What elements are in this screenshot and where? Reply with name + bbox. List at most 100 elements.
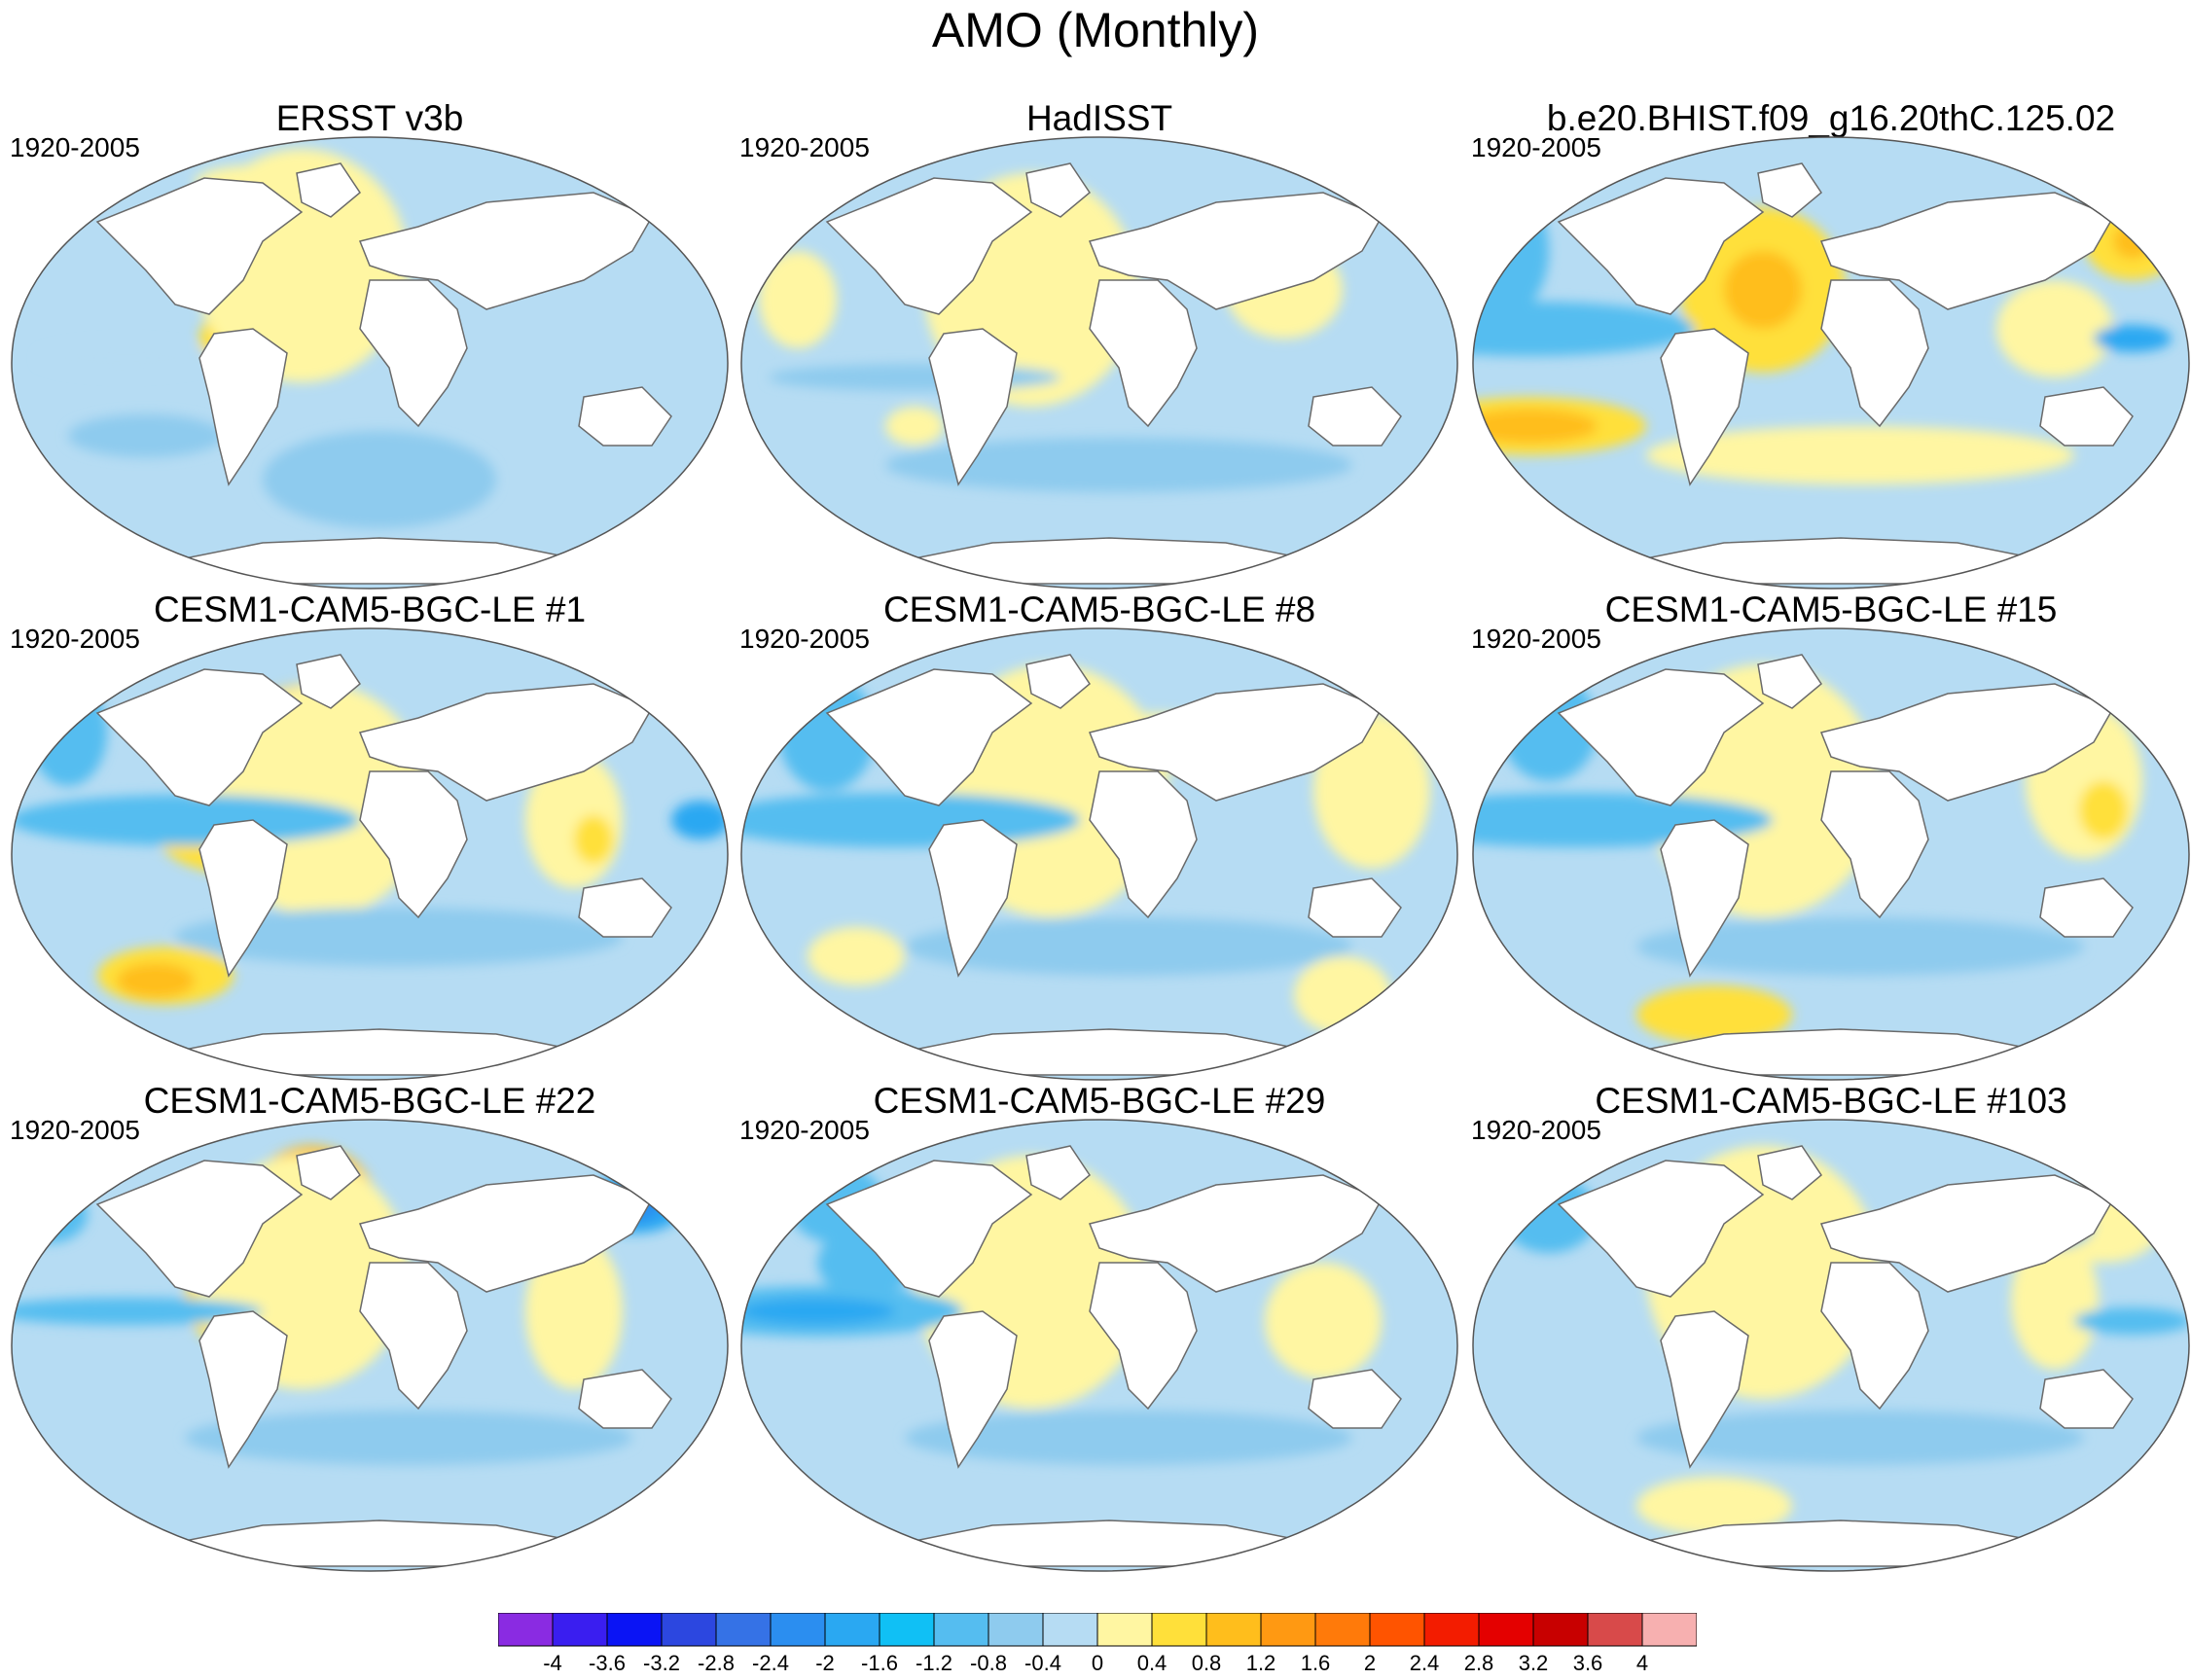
colorbar-tick-label: 0.4 (1136, 1651, 1167, 1675)
panel-title: CESM1-CAM5-BGC-LE #8 (882, 590, 1316, 629)
continent (1757, 654, 1822, 709)
anomaly-region (671, 801, 728, 840)
panel-period: 1920-2005 (739, 132, 870, 162)
map-panel: CESM1-CAM5-BGC-LE #29 1920-2005 (739, 1080, 1459, 1572)
colorbar-swatch (606, 1613, 663, 1647)
map-border (1472, 627, 2190, 1081)
continent (1308, 877, 1402, 938)
continent (2039, 877, 2134, 938)
continent (1820, 279, 1929, 428)
panel-period: 1920-2005 (10, 624, 140, 654)
continent (1308, 1369, 1402, 1429)
colorbar-swatch (1478, 1613, 1534, 1647)
continent (1025, 654, 1091, 709)
continent (1820, 1262, 1929, 1411)
continent (198, 328, 288, 486)
colorbar-tick-label: -1.2 (916, 1651, 952, 1675)
world-map (740, 627, 1458, 1081)
continent (1088, 1174, 1383, 1293)
colorbar-swatch (1369, 1613, 1425, 1647)
panel-period: 1920-2005 (739, 1115, 870, 1145)
continent (928, 819, 1018, 978)
continent (1757, 1145, 1822, 1200)
world-map (740, 136, 1458, 590)
continent (296, 162, 361, 218)
continent (825, 668, 1033, 806)
continent (1557, 1160, 1765, 1298)
panel-period: 1920-2005 (1471, 132, 1601, 162)
world-map (11, 136, 729, 590)
colorbar-tick-label: 3.2 (1518, 1651, 1549, 1675)
panel-title: b.e20.BHIST.f09_g16.20thC.125.02 (1546, 98, 2116, 138)
colorbar-swatch (933, 1613, 989, 1647)
continent (825, 1160, 1033, 1298)
colorbar-tick-label: 0 (1091, 1651, 1104, 1675)
world-map (11, 1119, 729, 1572)
continent (1819, 1174, 2115, 1293)
map-panel: CESM1-CAM5-BGC-LE #22 1920-2005 (10, 1080, 730, 1572)
colorbar-tick-label: -2.8 (698, 1651, 735, 1675)
colorbar-tick-label: 4 (1635, 1651, 1649, 1675)
colorbar-swatch (770, 1613, 826, 1647)
colorbar-tick-label: -4 (543, 1651, 562, 1675)
continent (1089, 770, 1198, 919)
anomaly-region (263, 431, 496, 528)
continent (1089, 279, 1198, 428)
colorbar-tick-label: 2.8 (1463, 1651, 1494, 1675)
world-map (11, 627, 729, 1081)
map-border (740, 136, 1458, 590)
colorbar-tick-label: 0.8 (1191, 1651, 1222, 1675)
anomaly-region (1724, 251, 1802, 329)
continent (2039, 1369, 2134, 1429)
panel-period: 1920-2005 (10, 132, 140, 162)
map-border (11, 1119, 729, 1572)
map-panel: CESM1-CAM5-BGC-LE #1 1920-2005 (10, 589, 730, 1081)
colorbar-swatch (715, 1613, 772, 1647)
continent (1557, 177, 1765, 315)
continent (358, 683, 654, 802)
figure-title: AMO (Monthly) (931, 3, 1260, 57)
map-panel: CESM1-CAM5-BGC-LE #15 1920-2005 (1471, 589, 2191, 1081)
continent (1088, 192, 1383, 310)
colorbar-swatch (1314, 1613, 1371, 1647)
continent (359, 770, 468, 919)
colorbar-swatch (552, 1613, 608, 1647)
colorbar-tick-label: -2 (815, 1651, 835, 1675)
map-panel: ERSST v3b 1920-2005 (10, 97, 730, 590)
map-border (740, 627, 1458, 1081)
panel-period: 1920-2005 (1471, 1115, 1601, 1145)
map-panel: HadISST 1920-2005 (739, 97, 1459, 590)
anomaly-region (741, 1298, 895, 1325)
anomaly-region (808, 927, 905, 985)
colorbar-swatch (661, 1613, 717, 1647)
map-panel: CESM1-CAM5-BGC-LE #8 1920-2005 (739, 589, 1459, 1081)
colorbar-tick-label: 3.6 (1572, 1651, 1603, 1675)
colorbar-tick-label: 2 (1363, 1651, 1377, 1675)
continent (1660, 819, 1749, 978)
continent (359, 279, 468, 428)
continent (95, 1160, 304, 1298)
continent (1308, 386, 1402, 447)
anomaly-region (185, 1411, 632, 1465)
colorbar-tick-label: 2.4 (1409, 1651, 1440, 1675)
anomaly-region (12, 795, 360, 845)
panel-title: CESM1-CAM5-BGC-LE #15 (1604, 590, 2058, 629)
anomaly-region (574, 815, 613, 864)
world-map (740, 1119, 1458, 1572)
colorbar-swatch (1587, 1613, 1643, 1647)
continent (198, 819, 288, 978)
anomaly-region (1646, 426, 2074, 484)
world-map (1472, 1119, 2190, 1572)
map-border (1472, 1119, 2190, 1572)
continent (1088, 683, 1383, 802)
continent (296, 1145, 361, 1200)
anomaly-region (1636, 1411, 2084, 1465)
anomaly-region (39, 343, 214, 373)
panel-title: HadISST (1025, 98, 1173, 138)
panel-title: CESM1-CAM5-BGC-LE #29 (873, 1081, 1326, 1121)
colorbar-swatch (1205, 1613, 1262, 1647)
colorbar-swatch (1151, 1613, 1207, 1647)
anomaly-region (905, 917, 1352, 976)
anomaly-region (1636, 917, 2084, 976)
continent (825, 177, 1033, 315)
